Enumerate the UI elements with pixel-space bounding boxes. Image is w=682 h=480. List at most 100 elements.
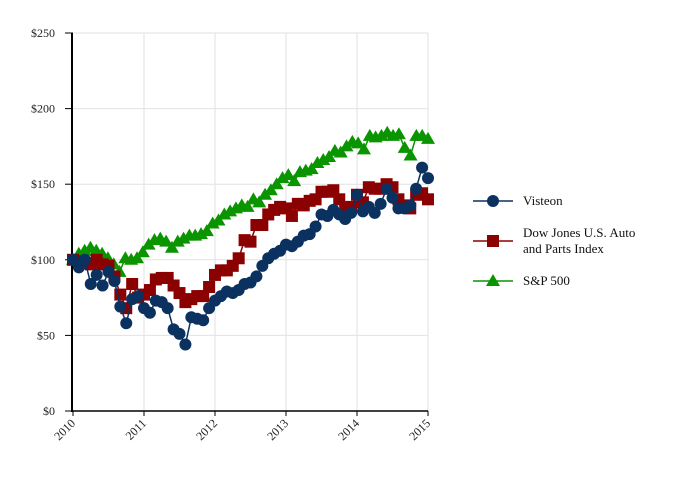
data-point-triangle (322, 149, 337, 162)
data-point-triangle (391, 127, 406, 140)
legend-label-dow-jones: Dow Jones U.S. Auto and Parts Index (523, 225, 639, 256)
data-point-triangle (304, 162, 319, 175)
y-axis-ticks: $0 $50 $100 $150 $200 $250 (31, 26, 73, 418)
y-tick-label: $150 (31, 177, 55, 191)
data-point-circle (351, 188, 363, 201)
data-point-triangle (333, 145, 348, 158)
x-axis-ticks: 2010 2011 2012 2013 2014 2015 (51, 411, 433, 443)
data-point-circle (161, 302, 174, 315)
data-point-circle (143, 306, 156, 319)
data-point-triangle (205, 216, 220, 229)
data-point-square (126, 277, 139, 290)
data-point-circle (114, 300, 127, 313)
legend-marker-circle-icon (487, 195, 499, 207)
legend: Visteon Dow Jones U.S. Auto and Parts In… (473, 193, 639, 288)
data-point-circle (404, 199, 417, 212)
data-point-triangle (194, 227, 209, 240)
data-point-triangle (356, 142, 371, 155)
legend-item-visteon: Visteon (473, 193, 563, 208)
x-tick-label: 2014 (335, 416, 362, 443)
data-point-triangle (275, 171, 290, 184)
legend-label-sp500: S&P 500 (523, 273, 570, 288)
y-tick-label: $200 (31, 102, 55, 116)
data-point-triangle (269, 177, 284, 190)
data-point-circle (102, 265, 115, 278)
data-point-triangle (374, 128, 389, 141)
data-point-square (333, 193, 346, 206)
data-point-circle (374, 197, 387, 210)
x-tick-label: 2010 (51, 416, 78, 443)
x-tick-label: 2013 (264, 416, 291, 443)
data-point-circle (96, 279, 109, 292)
data-point-triangle (351, 136, 366, 149)
data-point-circle (416, 161, 429, 174)
data-point-triangle (281, 168, 296, 181)
data-point-circle (368, 206, 381, 219)
legend-item-dow-jones: Dow Jones U.S. Auto and Parts Index (473, 225, 639, 256)
data-point-circle (108, 274, 121, 287)
data-point-circle (78, 253, 91, 266)
data-point-square (173, 287, 186, 300)
legend-item-sp500: S&P 500 (473, 273, 570, 288)
data-point-circle (120, 317, 133, 330)
data-point-triangle (130, 251, 145, 264)
data-point-triangle (164, 240, 179, 253)
x-tick-label: 2012 (193, 416, 220, 443)
legend-label-visteon: Visteon (523, 193, 563, 208)
data-point-circle (380, 182, 393, 195)
data-point-circle (173, 327, 186, 340)
data-point-circle (132, 290, 145, 303)
data-point-triangle (135, 245, 150, 258)
data-point-triangle (403, 148, 418, 161)
data-point-circle (309, 220, 322, 233)
data-point-square (422, 193, 434, 206)
data-point-square (327, 184, 340, 197)
x-tick-label: 2015 (406, 416, 433, 443)
data-point-triangle (170, 234, 185, 247)
data-point-square (203, 281, 216, 294)
legend-marker-triangle-icon (486, 274, 500, 286)
legend-label-dow-jones-line2: and Parts Index (523, 241, 604, 256)
data-point-triangle (263, 183, 278, 196)
data-point-triangle (316, 153, 331, 166)
data-point-circle (250, 270, 263, 283)
data-point-square (244, 235, 257, 248)
data-point-triangle (421, 131, 435, 144)
data-point-square (197, 290, 210, 303)
series-s-p-500 (66, 125, 435, 277)
data-point-triangle (287, 174, 302, 187)
series-layer (66, 125, 435, 351)
data-point-triangle (252, 195, 267, 208)
data-point-triangle (310, 156, 325, 169)
data-point-triangle (397, 140, 412, 153)
data-point-circle (179, 338, 192, 351)
series-visteon (67, 161, 434, 351)
data-point-triangle (199, 224, 214, 237)
x-tick-label: 2011 (123, 416, 150, 443)
data-point-triangle (228, 201, 243, 214)
y-tick-label: $100 (31, 253, 55, 267)
data-point-circle (84, 277, 97, 290)
data-point-circle (90, 268, 103, 281)
y-tick-label: $50 (37, 328, 55, 342)
data-point-triangle (223, 204, 238, 217)
y-tick-label: $0 (43, 404, 55, 418)
data-point-square (256, 219, 269, 232)
data-point-circle (422, 172, 434, 185)
data-point-triangle (159, 234, 174, 247)
data-point-triangle (217, 207, 232, 220)
data-point-circle (386, 191, 399, 204)
y-tick-label: $250 (31, 26, 55, 40)
data-point-circle (197, 314, 210, 327)
data-point-circle (345, 206, 358, 219)
data-point-triangle (240, 199, 255, 212)
data-point-triangle (176, 231, 191, 244)
data-point-square (232, 252, 245, 265)
data-point-triangle (211, 213, 226, 226)
legend-label-dow-jones-line1: Dow Jones U.S. Auto (523, 225, 635, 240)
data-point-square (143, 284, 156, 297)
data-point-square (285, 209, 298, 222)
legend-marker-square-icon (487, 235, 499, 247)
data-point-triangle (77, 243, 92, 256)
